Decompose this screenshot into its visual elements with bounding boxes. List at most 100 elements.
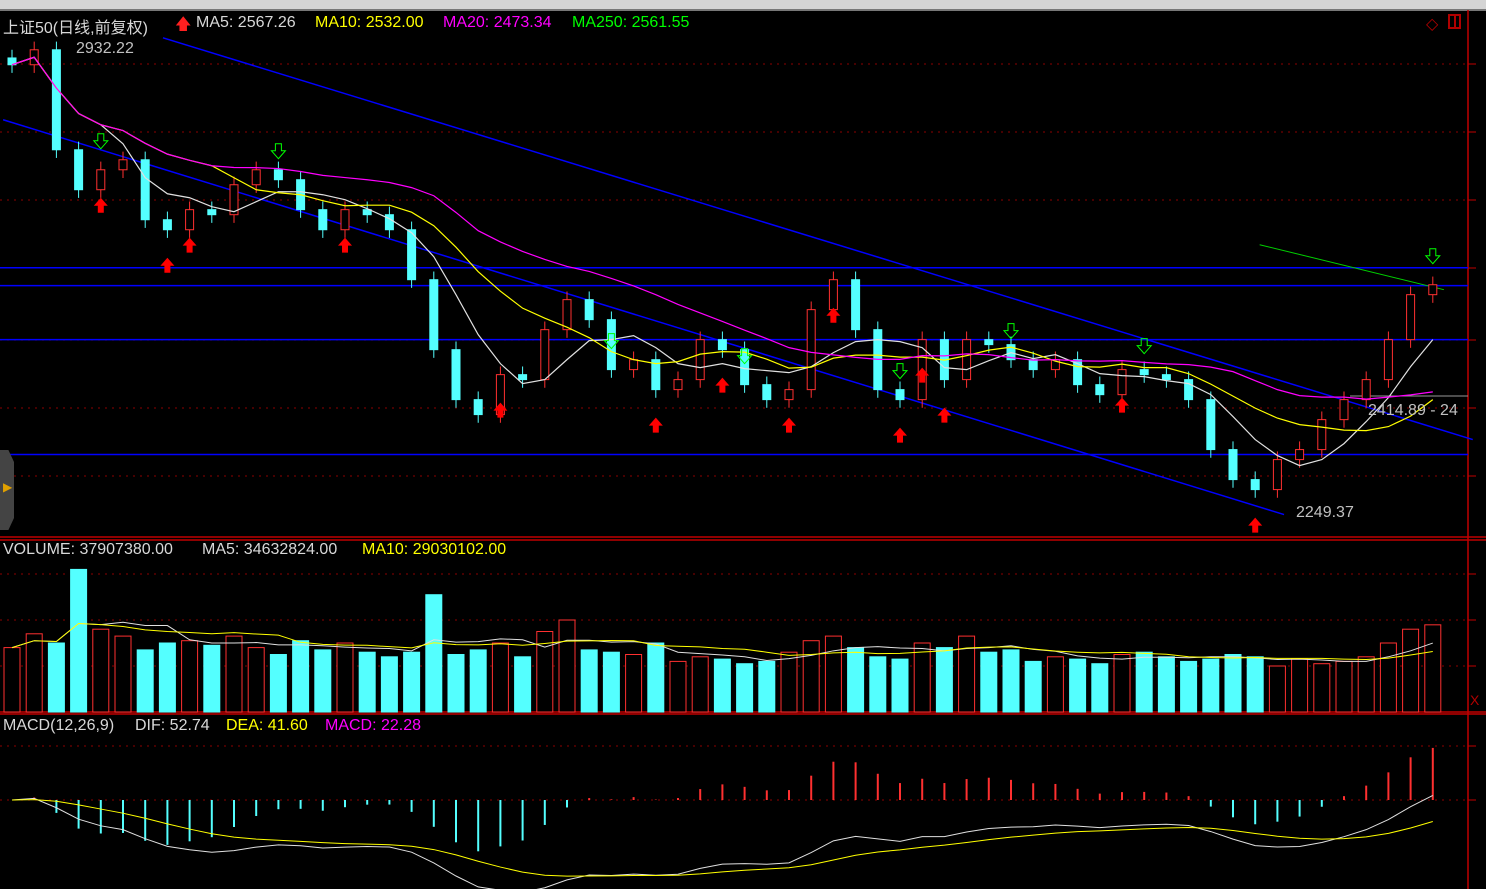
sell-signal-arrow <box>1424 248 1441 265</box>
volume-bar <box>1402 628 1420 713</box>
candle-body <box>717 339 727 351</box>
volume-bar <box>1069 658 1087 713</box>
candle-body <box>1428 284 1438 296</box>
candle-body <box>1406 294 1416 341</box>
candle-body <box>74 149 84 191</box>
volume-bar <box>1180 660 1198 713</box>
candle-body <box>606 319 616 371</box>
candle-body <box>518 374 528 381</box>
buy-signal-arrow <box>782 417 796 433</box>
candle-body <box>1073 359 1083 386</box>
volume-bar <box>1246 656 1264 713</box>
candle-body <box>784 389 794 401</box>
candle-body <box>651 359 661 391</box>
candle-body <box>1383 339 1393 381</box>
volume-bar <box>380 656 398 713</box>
dif-line <box>11 795 1434 889</box>
candle-body <box>140 159 150 221</box>
buy-signal-arrow <box>826 307 841 323</box>
volume-bar <box>691 656 709 713</box>
volume-bar <box>181 640 199 713</box>
buy-signal-arrow <box>93 197 108 213</box>
ma5-line <box>11 56 1434 467</box>
candle-body <box>1361 379 1371 401</box>
symbol-title: 上证50(日线,前复权) <box>3 20 148 37</box>
volume-bar <box>3 647 21 713</box>
ma10-line <box>11 56 1434 432</box>
buy-signal-arrow <box>648 417 663 433</box>
candle-body <box>1250 479 1260 491</box>
candle-body <box>1272 459 1282 491</box>
volume-bar <box>935 647 953 713</box>
high-price-label: 2932.22 <box>76 40 134 57</box>
candle-body <box>1206 399 1216 451</box>
volume-ma5-legend: MA5: 34632824.00 <box>202 541 338 558</box>
volume-bar <box>1313 663 1331 713</box>
candle-body <box>1228 449 1238 481</box>
volume-ma10-line <box>11 622 1433 661</box>
close-x-icon[interactable]: X <box>1470 692 1480 708</box>
ma250-line <box>1259 244 1445 291</box>
sell-signal-arrow <box>1002 323 1020 340</box>
candle-body <box>540 329 550 381</box>
split-window-icon[interactable] <box>1448 14 1461 29</box>
volume-bar <box>958 635 976 713</box>
volume-bar <box>824 635 842 713</box>
volume-bar <box>70 568 88 713</box>
candle-body <box>1184 379 1194 401</box>
volume-bar <box>625 654 643 713</box>
candle-body <box>562 299 572 331</box>
candle-body <box>407 229 417 281</box>
buy-signal-arrow <box>493 402 508 418</box>
candle-body <box>629 359 639 371</box>
candle-body <box>1028 359 1038 371</box>
up-arrow-icon: 🡅 <box>175 16 192 33</box>
buy-signal-arrow <box>338 237 352 253</box>
candle-body <box>828 279 838 311</box>
volume-bar <box>1157 656 1175 713</box>
candle-body <box>340 209 350 231</box>
volume-bar <box>1024 660 1042 713</box>
expand-arrow-icon[interactable]: ▶ <box>0 450 14 530</box>
diamond-icon[interactable]: ◇ <box>1426 16 1439 33</box>
volume-bar <box>802 640 820 713</box>
volume-bar <box>358 651 376 713</box>
candle-body <box>851 279 861 331</box>
dea-legend: DEA: 41.60 <box>226 717 308 734</box>
volume-bar <box>1357 656 1375 713</box>
volume-bar <box>1379 642 1397 713</box>
volume-bar <box>1424 624 1442 713</box>
trend-line <box>2 119 1285 516</box>
volume-bar <box>891 658 909 713</box>
candle-body <box>1117 369 1127 396</box>
volume-bar <box>158 642 176 713</box>
volume-bar <box>47 642 65 713</box>
candle-body <box>96 169 106 191</box>
toolbar-strip <box>0 0 1486 11</box>
volume-bar <box>647 642 665 713</box>
buy-signal-arrow <box>893 427 907 443</box>
volume-bar <box>1268 665 1286 713</box>
volume-bar <box>336 642 354 713</box>
ma5-legend: MA5: 2567.26 <box>196 14 296 31</box>
candle-body <box>962 339 972 381</box>
volume-bar <box>314 649 332 713</box>
candle-body <box>1295 449 1305 461</box>
volume-legend: VOLUME: 37907380.00 <box>3 541 173 558</box>
candle-body <box>51 49 61 151</box>
candle-body <box>584 299 594 321</box>
volume-bar <box>980 651 998 713</box>
trend-line <box>162 37 1473 441</box>
volume-bar <box>1113 654 1131 713</box>
candle-body <box>251 169 261 186</box>
sell-signal-arrow <box>603 333 620 350</box>
sell-signal-arrow <box>736 348 753 365</box>
candle-body <box>273 169 283 181</box>
sell-signal-arrow <box>891 363 909 380</box>
volume-bar <box>913 642 931 713</box>
candle-body <box>429 279 439 351</box>
volume-bar <box>758 660 776 713</box>
candle-body <box>318 209 328 231</box>
volume-bar <box>114 635 132 713</box>
